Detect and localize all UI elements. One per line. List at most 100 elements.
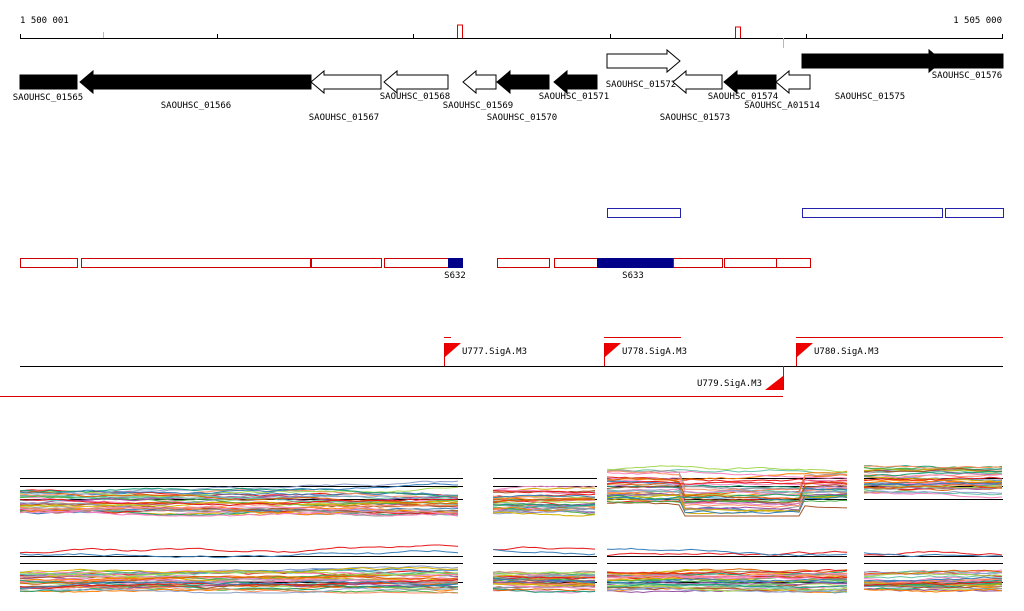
gene-arrow (723, 69, 777, 95)
promoter-flag-head (445, 343, 461, 357)
gene-label: SAOUHSC_01569 (443, 101, 513, 111)
expression-trace (606, 492, 848, 511)
expression-trace (606, 568, 848, 575)
expression-trace (606, 578, 848, 585)
expression-trace (19, 566, 459, 574)
expression-trace (492, 582, 596, 587)
expression-trace (606, 477, 847, 496)
expression-trace (492, 503, 596, 507)
expression-trace (863, 576, 1003, 582)
expression-trace (863, 486, 1003, 490)
gene-label: SAOUHSC_01565 (13, 93, 83, 103)
ruler-marks (103, 24, 784, 48)
gene-label: SAOUHSC_01567 (309, 113, 379, 123)
expression-trace (606, 578, 847, 584)
segment-box (81, 258, 311, 268)
mark (457, 24, 463, 38)
expression-trace (606, 582, 848, 589)
gene-arrow (79, 69, 312, 95)
expression-trace (606, 477, 848, 500)
expression-trace (19, 487, 458, 498)
expression-trace (492, 576, 596, 580)
expression-trace (492, 588, 596, 592)
gene-label: SAOUHSC_01576 (932, 71, 1002, 81)
genes: SAOUHSC_01565 SAOUHSC_01566 SAOUHSC_01567 S… (13, 48, 1004, 123)
expression-trace (607, 501, 848, 517)
expression-trace (19, 494, 459, 505)
expression-trace (492, 489, 596, 494)
expression-trace (863, 571, 1003, 576)
gene-arrow (672, 69, 723, 95)
segment-box (384, 258, 449, 268)
gene-label: SAOUHSC_01572 (606, 80, 676, 90)
expression-trace (863, 581, 1003, 587)
expression-trace (606, 480, 848, 485)
expression-trace (19, 550, 459, 559)
expression-trace (19, 500, 459, 508)
expression-trace (863, 585, 1003, 591)
expression-trace (606, 487, 848, 508)
expression-trace (606, 470, 848, 479)
gene-label: SAOUHSC_01575 (835, 92, 905, 102)
promoters: U777.SigA.M3 U778.SigA.M3 U780.SigA.M3 U779… (0, 337, 1003, 397)
expression-trace (863, 470, 1002, 477)
expression-trace (606, 584, 848, 592)
expression-trace (492, 589, 596, 594)
expression-panels (19, 465, 1003, 594)
segment-label: S632 (444, 271, 466, 281)
expression-trace (492, 508, 596, 515)
expression-trace (19, 494, 458, 508)
expression-trace (19, 544, 459, 554)
expression-trace (863, 491, 1003, 499)
segment-box (724, 258, 777, 268)
gene-arrow (775, 69, 811, 95)
expression-trace (19, 574, 459, 582)
expression-trace (863, 552, 1003, 558)
gene-arrow (930, 53, 1004, 69)
expression-trace (19, 507, 459, 514)
promoter-label: U778.SigA.M3 (622, 347, 687, 357)
expression-trace (606, 489, 848, 494)
gene-label: SAOUHSC_A01514 (744, 101, 820, 111)
expression-trace (19, 506, 459, 514)
expression-trace (492, 507, 596, 513)
expression-trace (492, 578, 596, 584)
expression-trace (863, 490, 1003, 494)
expression-trace (606, 494, 848, 512)
expression-trace (19, 498, 459, 507)
region-box (802, 208, 943, 218)
expression-trace (863, 569, 1003, 575)
expression-trace (19, 573, 459, 582)
expression-trace (492, 485, 596, 491)
expression-trace (606, 586, 848, 592)
gene-arrow (310, 69, 382, 95)
expression-trace (19, 569, 459, 576)
expression-trace (863, 482, 1003, 487)
expression-trace (492, 549, 596, 556)
expression-trace (19, 503, 459, 511)
expression-trace (19, 580, 459, 589)
expression-trace (864, 578, 1003, 584)
gene-arrow (496, 69, 550, 95)
expression-trace (606, 465, 848, 473)
expression-trace (606, 550, 848, 557)
expression-trace (19, 492, 459, 499)
expression-trace (19, 482, 459, 495)
ruler (20, 34, 1003, 39)
expression-trace (19, 508, 459, 517)
expression-trace (19, 486, 459, 498)
segment-box (497, 258, 550, 268)
expression-trace (19, 587, 459, 594)
expression-trace (492, 571, 596, 575)
ruler-ticks (20, 34, 1003, 39)
gene-label: SAOUHSC_01573 (660, 113, 730, 123)
segment-label: S633 (622, 271, 644, 281)
expression-trace (19, 579, 459, 588)
expression-trace (19, 495, 459, 507)
expression-trace (606, 496, 848, 514)
expression-trace (606, 484, 848, 504)
region-box (607, 208, 681, 218)
gene-label: SAOUHSC_01571 (539, 92, 609, 102)
expression-trace (492, 494, 596, 499)
segment-box (776, 258, 811, 268)
